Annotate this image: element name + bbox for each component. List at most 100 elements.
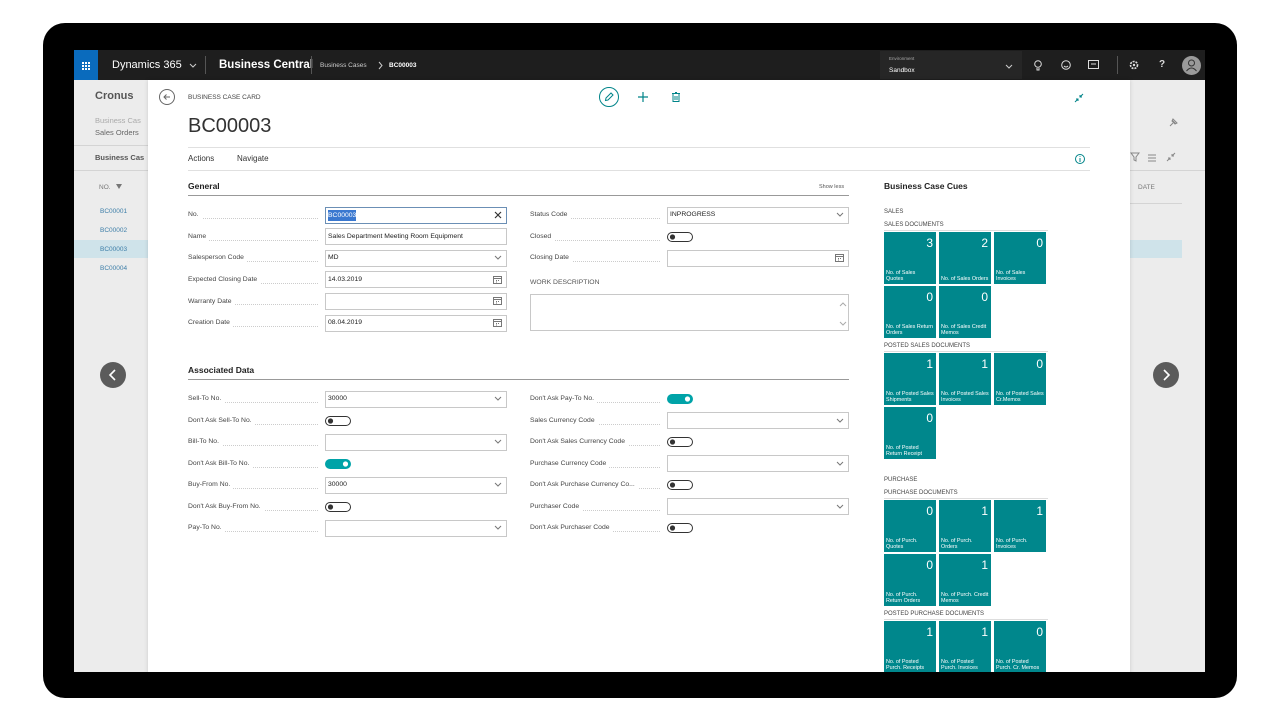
input[interactable] [325, 390, 507, 408]
leader [188, 239, 318, 241]
cue-tile[interactable] [884, 407, 936, 459]
date-picker[interactable] [493, 275, 502, 284]
menu-item[interactable]: Navigate [237, 154, 269, 163]
info-button[interactable] [1075, 154, 1085, 164]
input[interactable] [667, 412, 849, 429]
input-value[interactable]: 14.03.2019 [328, 276, 363, 283]
cue-tile[interactable] [884, 232, 936, 284]
toggle[interactable] [667, 231, 693, 242]
cue-tile[interactable] [994, 353, 1046, 405]
input[interactable] [325, 519, 507, 537]
toggle[interactable] [667, 394, 693, 404]
list-row[interactable]: BC00002 [100, 226, 128, 234]
textarea-scroll [839, 302, 847, 326]
separator [205, 56, 206, 74]
input[interactable] [667, 498, 849, 515]
input-value[interactable]: 08.04.2019 [328, 319, 363, 327]
input-value[interactable]: INPROGRESS [670, 211, 716, 219]
dropdown-chevron [494, 482, 502, 487]
cue-tile[interactable] [884, 286, 936, 338]
cue-tile[interactable] [884, 353, 936, 405]
leader [188, 531, 318, 532]
cue-subgroup-heading: SALES DOCUMENTS [884, 222, 944, 228]
filter-icon[interactable] [1130, 152, 1140, 162]
menu-item[interactable]: Actions [188, 154, 215, 163]
section-rule [188, 195, 849, 196]
environment-name[interactable]: Sandbox [889, 66, 915, 74]
settings-icon[interactable] [1129, 60, 1139, 70]
app-launcher[interactable] [74, 50, 98, 80]
input[interactable] [325, 249, 507, 267]
smiley-icon[interactable] [1061, 60, 1071, 70]
textarea[interactable] [530, 293, 849, 331]
lightbulb-icon[interactable] [1034, 60, 1042, 71]
breadcrumb[interactable]: Business Cases [320, 61, 367, 69]
list-row[interactable]: BC00004 [100, 264, 128, 272]
cue-tile[interactable] [939, 554, 991, 606]
cue-tile[interactable] [939, 286, 991, 338]
cue-tile[interactable] [994, 232, 1046, 284]
input[interactable] [325, 292, 507, 310]
section-title[interactable]: General [188, 180, 220, 191]
input-value[interactable]: MD [328, 254, 339, 262]
toggle[interactable] [325, 501, 351, 512]
cue-tile[interactable] [994, 500, 1046, 552]
input-value[interactable]: 30000 [328, 481, 347, 489]
cue-tile[interactable] [884, 621, 936, 672]
environment-chevron [1005, 64, 1013, 69]
cue-label: No. of Posted Purch. Invoices [941, 658, 978, 671]
input[interactable] [325, 271, 507, 289]
card-caption: BUSINESS CASE CARD [188, 93, 261, 101]
edit-button[interactable] [599, 87, 619, 107]
list-row[interactable]: BC00001 [100, 207, 128, 215]
next-button[interactable] [1153, 362, 1179, 388]
section-title[interactable]: Associated Data [188, 364, 255, 375]
collapse-card[interactable] [1074, 93, 1084, 103]
delete-button[interactable] [672, 92, 680, 102]
show-less[interactable]: Show less [819, 183, 845, 190]
input[interactable] [325, 476, 507, 494]
input-value[interactable]: Sales Department Meeting Room Equipment [328, 232, 463, 240]
cue-tile[interactable] [884, 554, 936, 606]
list-icon[interactable] [1148, 154, 1157, 162]
date-picker[interactable] [493, 319, 502, 327]
cue-tile[interactable] [994, 621, 1046, 672]
breadcrumb-chevron [378, 61, 383, 70]
dropdown-chevron [836, 212, 844, 217]
toggle[interactable] [667, 437, 693, 447]
date-picker[interactable] [835, 254, 844, 263]
field-label: Don't Ask Sell-To No. [188, 413, 255, 428]
list-row[interactable]: BC00003 [100, 245, 128, 253]
separator [1117, 56, 1118, 74]
input[interactable] [325, 206, 507, 224]
cue-tile[interactable] [884, 500, 936, 552]
input[interactable] [325, 433, 507, 451]
input-value[interactable]: BC00003 [328, 209, 357, 221]
prev-button[interactable] [100, 362, 126, 388]
toggle[interactable] [325, 415, 351, 426]
cue-tile[interactable] [939, 353, 991, 405]
environment-label: Environment [889, 55, 915, 61]
pin-icon[interactable] [1168, 118, 1178, 128]
chat-icon[interactable] [1088, 60, 1099, 70]
input[interactable] [667, 455, 849, 472]
toggle[interactable] [667, 480, 693, 490]
cue-tile[interactable] [939, 232, 991, 284]
cue-tile[interactable] [939, 500, 991, 552]
input[interactable] [667, 249, 849, 267]
help-icon[interactable]: ? [1159, 59, 1166, 70]
toggle[interactable] [325, 458, 351, 469]
collapse-icon[interactable] [1166, 152, 1176, 162]
new-button[interactable] [638, 92, 648, 102]
app-name[interactable]: Dynamics 365 [112, 59, 182, 71]
cue-tile[interactable] [939, 621, 991, 672]
back-button[interactable] [159, 89, 175, 105]
input-value[interactable]: 30000 [328, 395, 347, 403]
avatar[interactable] [1182, 56, 1201, 75]
input[interactable] [325, 314, 507, 332]
input[interactable] [325, 228, 507, 246]
date-picker[interactable] [493, 297, 502, 306]
clear-button[interactable] [494, 211, 502, 219]
toggle[interactable] [667, 523, 693, 533]
input[interactable] [667, 206, 849, 224]
